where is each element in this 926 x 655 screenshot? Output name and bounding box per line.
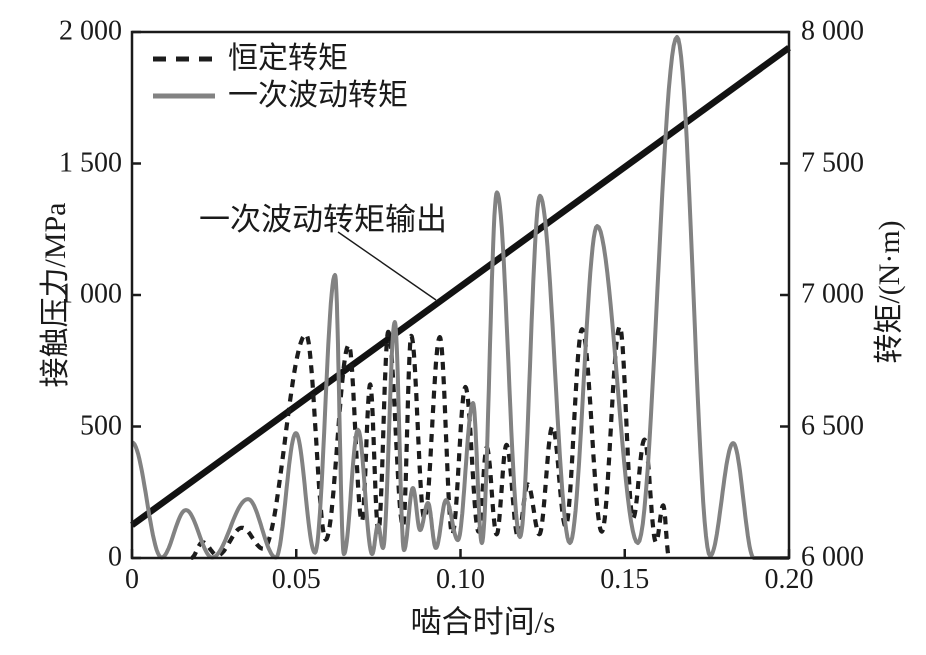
constant-torque-curve bbox=[189, 324, 671, 561]
xtl-tick-label: 0.10 bbox=[436, 564, 485, 595]
ytl-tick-label: 0 bbox=[108, 541, 122, 573]
xtl-tick-label: 0.05 bbox=[271, 564, 321, 595]
ytr-tick-label: 8 000 bbox=[801, 15, 864, 47]
fluctuating-torque-curve bbox=[131, 35, 790, 560]
ytr-tick-label: 6 000 bbox=[801, 541, 864, 573]
legend-item-constant-torque: 恒定转矩 bbox=[152, 40, 408, 77]
annotation-text: 一次波动转矩输出 bbox=[199, 202, 447, 237]
annotation-leader-line bbox=[337, 231, 437, 301]
plot-border bbox=[130, 30, 791, 560]
ytl-tick-label: 2 000 bbox=[59, 15, 122, 47]
legend: 恒定转矩 一次波动转矩 bbox=[152, 40, 408, 114]
legend-label-constant-torque: 恒定转矩 bbox=[228, 41, 348, 75]
ytr-tick-label: 7 000 bbox=[801, 278, 864, 310]
torque-output-line bbox=[130, 45, 791, 528]
xtl-tick-label: 0 bbox=[125, 564, 139, 595]
ytl-tick-label: 500 bbox=[80, 409, 122, 441]
xtl-tick-label: 0.15 bbox=[600, 564, 650, 595]
right-axis-title: 转矩/(N·m) bbox=[873, 220, 906, 364]
xtl-tick-label: 0.20 bbox=[764, 564, 814, 595]
ytr-tick-label: 7 500 bbox=[801, 146, 864, 178]
legend-item-fluctuating-torque: 一次波动转矩 bbox=[152, 77, 408, 114]
x-axis-title: 啮合时间/s bbox=[410, 604, 556, 640]
ytl-tick-label: 1 500 bbox=[59, 146, 122, 178]
legend-label-fluctuating-torque: 一次波动转矩 bbox=[228, 78, 408, 112]
dashed-line-sample-icon bbox=[153, 56, 215, 61]
solid-line-sample-icon bbox=[153, 93, 215, 98]
ytl-tick-label: 1 000 bbox=[59, 278, 122, 310]
ytr-tick-label: 6 500 bbox=[801, 409, 864, 441]
